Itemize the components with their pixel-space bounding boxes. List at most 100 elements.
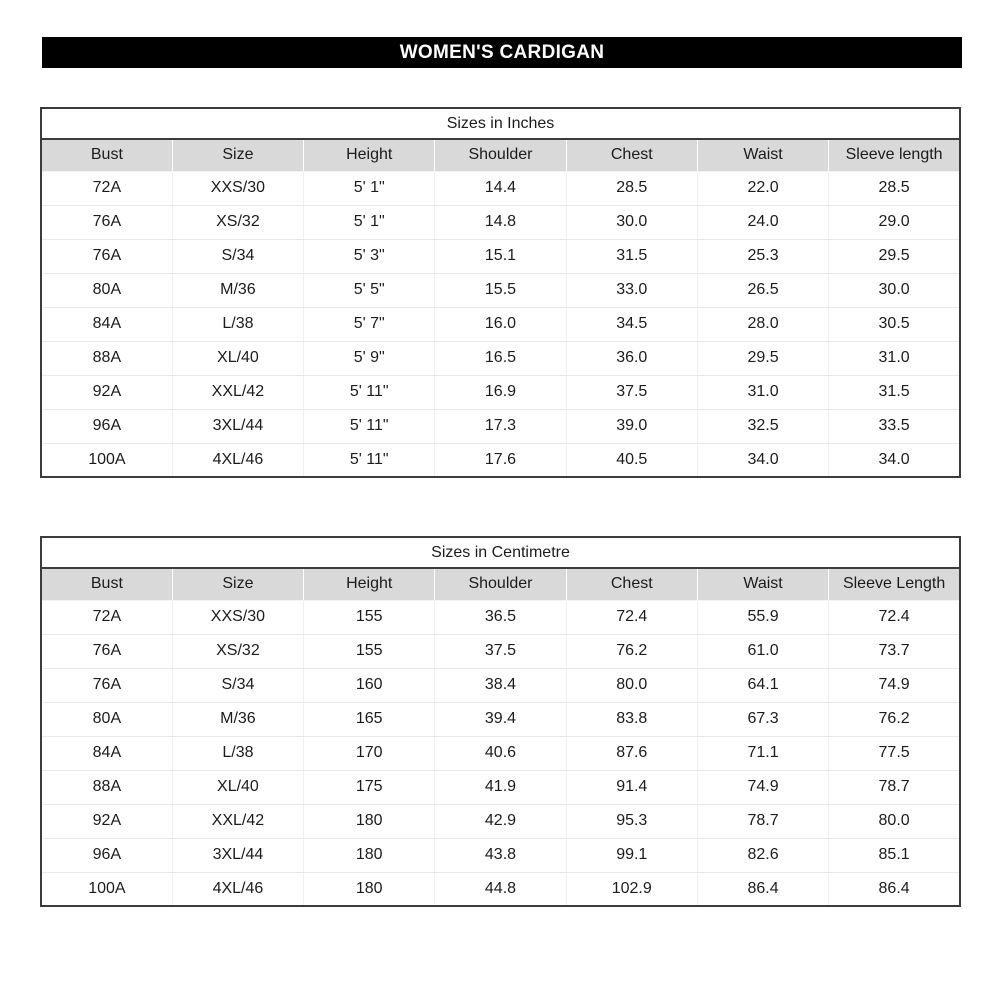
table-row: 96A 3XL/44 5' 11" 17.3 39.0 32.5 33.5 xyxy=(41,409,960,444)
table-cell: 37.5 xyxy=(434,634,567,669)
table-cell: 76A xyxy=(41,634,173,669)
table-cell: 17.3 xyxy=(434,409,567,444)
table-cell: 34.0 xyxy=(828,443,960,477)
table-row: 88A XL/40 5' 9" 16.5 36.0 29.5 31.0 xyxy=(41,341,960,376)
table-caption-row: Sizes in Centimetre xyxy=(41,537,960,569)
table-cell: 28.5 xyxy=(828,171,960,206)
table-cell: 36.5 xyxy=(434,600,567,635)
table-cell: XXL/42 xyxy=(172,804,305,839)
table-cell: 29.5 xyxy=(697,341,830,376)
table-cell: 86.4 xyxy=(828,872,960,906)
table-cell: XS/32 xyxy=(172,205,305,240)
table-cell: XL/40 xyxy=(172,770,305,805)
column-header-height: Height xyxy=(303,139,436,172)
table-row: 96A 3XL/44 180 43.8 99.1 82.6 85.1 xyxy=(41,838,960,873)
table-cell: 80A xyxy=(41,702,173,737)
table-cell: 22.0 xyxy=(697,171,830,206)
table-cell: 82.6 xyxy=(697,838,830,873)
table-caption: Sizes in Inches xyxy=(41,108,960,140)
table-row: 72A XXS/30 5' 1" 14.4 28.5 22.0 28.5 xyxy=(41,171,960,206)
table-cell: 180 xyxy=(303,804,436,839)
table-cell: 74.9 xyxy=(697,770,830,805)
table-cell: 100A xyxy=(41,443,173,477)
table-cell: 76A xyxy=(41,239,173,274)
table-cell: 3XL/44 xyxy=(172,838,305,873)
table-row: 84A L/38 170 40.6 87.6 71.1 77.5 xyxy=(41,736,960,771)
table-cell: 28.0 xyxy=(697,307,830,342)
table-cell: 16.5 xyxy=(434,341,567,376)
table-cell: 5' 1" xyxy=(303,171,436,206)
table-body: 72A XXS/30 5' 1" 14.4 28.5 22.0 28.5 76A XS/32 5'… xyxy=(41,171,960,477)
table-cell: 78.7 xyxy=(697,804,830,839)
table-cell: 88A xyxy=(41,770,173,805)
table-cell: 155 xyxy=(303,600,436,635)
table-cell: 72A xyxy=(41,171,173,206)
table-cell: 92A xyxy=(41,804,173,839)
table-cell: 15.5 xyxy=(434,273,567,308)
table-cell: 180 xyxy=(303,872,436,906)
table-cell: 71.1 xyxy=(697,736,830,771)
table-cell: 99.1 xyxy=(566,838,698,873)
table-row: 80A M/36 5' 5" 15.5 33.0 26.5 30.0 xyxy=(41,273,960,308)
table-cell: 41.9 xyxy=(434,770,567,805)
table-cell: 40.6 xyxy=(434,736,567,771)
table-row: 80A M/36 165 39.4 83.8 67.3 76.2 xyxy=(41,702,960,737)
table-cell: 14.4 xyxy=(434,171,567,206)
table-cell: 31.5 xyxy=(566,239,698,274)
table-cell: 5' 9" xyxy=(303,341,436,376)
table-cell: 72.4 xyxy=(828,600,960,635)
column-header-shoulder: Shoulder xyxy=(434,139,567,172)
table-cell: 38.4 xyxy=(434,668,567,703)
table-cell: 34.5 xyxy=(566,307,698,342)
table-cell: 14.8 xyxy=(434,205,567,240)
table-cell: 83.8 xyxy=(566,702,698,737)
table-cell: 16.9 xyxy=(434,375,567,410)
table-row: 76A XS/32 155 37.5 76.2 61.0 73.7 xyxy=(41,634,960,669)
table-cell: 87.6 xyxy=(566,736,698,771)
table-cell: 4XL/46 xyxy=(172,443,305,477)
table-cell: 30.0 xyxy=(828,273,960,308)
table-cell: 5' 11" xyxy=(303,443,436,477)
table-cell: 84A xyxy=(41,736,173,771)
table-cell: 33.5 xyxy=(828,409,960,444)
table-cell: 29.0 xyxy=(828,205,960,240)
table-caption: Sizes in Centimetre xyxy=(41,537,960,569)
table-cell: 15.1 xyxy=(434,239,567,274)
table-cell: 5' 11" xyxy=(303,409,436,444)
table-cell: XXS/30 xyxy=(172,600,305,635)
table-cell: 43.8 xyxy=(434,838,567,873)
table-cell: 3XL/44 xyxy=(172,409,305,444)
size-table-inches-section: Sizes in Inches Bust Size Height Shoulder Ch… xyxy=(40,107,961,478)
table-cell: M/36 xyxy=(172,702,305,737)
table-cell: 61.0 xyxy=(697,634,830,669)
table-cell: 25.3 xyxy=(697,239,830,274)
table-cell: 175 xyxy=(303,770,436,805)
table-cell: 24.0 xyxy=(697,205,830,240)
table-row: 88A XL/40 175 41.9 91.4 74.9 78.7 xyxy=(41,770,960,805)
table-cell: 80A xyxy=(41,273,173,308)
table-cell: 76.2 xyxy=(828,702,960,737)
column-header-waist: Waist xyxy=(697,568,830,601)
column-header-waist: Waist xyxy=(697,139,830,172)
table-cell: L/38 xyxy=(172,736,305,771)
column-header-height: Height xyxy=(303,568,436,601)
table-cell: 180 xyxy=(303,838,436,873)
table-cell: 36.0 xyxy=(566,341,698,376)
table-cell: 102.9 xyxy=(566,872,698,906)
table-cell: 16.0 xyxy=(434,307,567,342)
table-cell: 40.5 xyxy=(566,443,698,477)
table-cell: XL/40 xyxy=(172,341,305,376)
table-row: 76A XS/32 5' 1" 14.8 30.0 24.0 29.0 xyxy=(41,205,960,240)
table-cell: 96A xyxy=(41,838,173,873)
table-cell: 28.5 xyxy=(566,171,698,206)
table-cell: 96A xyxy=(41,409,173,444)
table-cell: 74.9 xyxy=(828,668,960,703)
table-cell: 80.0 xyxy=(566,668,698,703)
column-header-shoulder: Shoulder xyxy=(434,568,567,601)
table-cell: 5' 3" xyxy=(303,239,436,274)
table-row: 76A S/34 5' 3" 15.1 31.5 25.3 29.5 xyxy=(41,239,960,274)
table-row: 92A XXL/42 180 42.9 95.3 78.7 80.0 xyxy=(41,804,960,839)
table-cell: 84A xyxy=(41,307,173,342)
table-cell: 76A xyxy=(41,668,173,703)
column-header-bust: Bust xyxy=(41,139,173,172)
